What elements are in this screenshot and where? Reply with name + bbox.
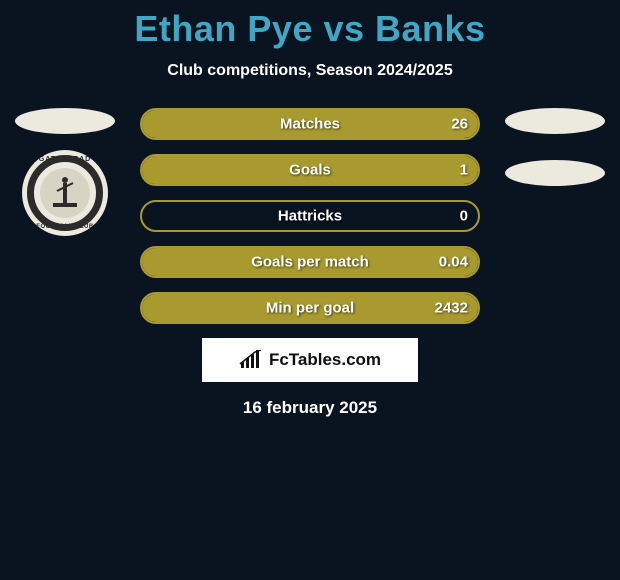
left-player-column: GATESHEAD FOOTBALL CLUB bbox=[10, 108, 120, 236]
comparison-panel: GATESHEAD FOOTBALL CLUB Matches 26 Goals bbox=[0, 108, 620, 418]
subtitle: Club competitions, Season 2024/2025 bbox=[0, 62, 620, 80]
badge-figure-icon bbox=[51, 173, 79, 213]
club-badge-gateshead: GATESHEAD FOOTBALL CLUB bbox=[22, 150, 108, 236]
badge-text-bottom: FOOTBALL CLUB bbox=[22, 224, 108, 230]
stat-right-value: 1 bbox=[460, 162, 468, 179]
player-photo-placeholder bbox=[505, 108, 605, 134]
brand-attribution: FcTables.com bbox=[202, 338, 418, 382]
stats-list: Matches 26 Goals 1 Hattricks 0 Goals per… bbox=[140, 108, 480, 324]
snapshot-date: 16 february 2025 bbox=[0, 398, 620, 418]
stat-label: Hattricks bbox=[278, 208, 342, 225]
stat-row-goals: Goals 1 bbox=[140, 154, 480, 186]
stat-label: Goals per match bbox=[251, 254, 369, 271]
chart-icon bbox=[239, 350, 263, 370]
stat-row-hattricks: Hattricks 0 bbox=[140, 200, 480, 232]
badge-text-top: GATESHEAD bbox=[22, 156, 108, 163]
brand-name: FcTables.com bbox=[269, 350, 381, 370]
stat-label: Matches bbox=[280, 116, 340, 133]
stat-row-min-per-goal: Min per goal 2432 bbox=[140, 292, 480, 324]
page-title: Ethan Pye vs Banks bbox=[0, 0, 620, 50]
stat-row-matches: Matches 26 bbox=[140, 108, 480, 140]
stat-label: Goals bbox=[289, 162, 331, 179]
stat-right-value: 0.04 bbox=[439, 254, 468, 271]
player-photo-placeholder bbox=[15, 108, 115, 134]
right-player-column bbox=[500, 108, 610, 186]
club-badge-placeholder bbox=[505, 160, 605, 186]
stat-right-value: 26 bbox=[451, 116, 468, 133]
stat-right-value: 0 bbox=[460, 208, 468, 225]
stat-row-goals-per-match: Goals per match 0.04 bbox=[140, 246, 480, 278]
stat-right-value: 2432 bbox=[435, 300, 468, 317]
stat-label: Min per goal bbox=[266, 300, 354, 317]
